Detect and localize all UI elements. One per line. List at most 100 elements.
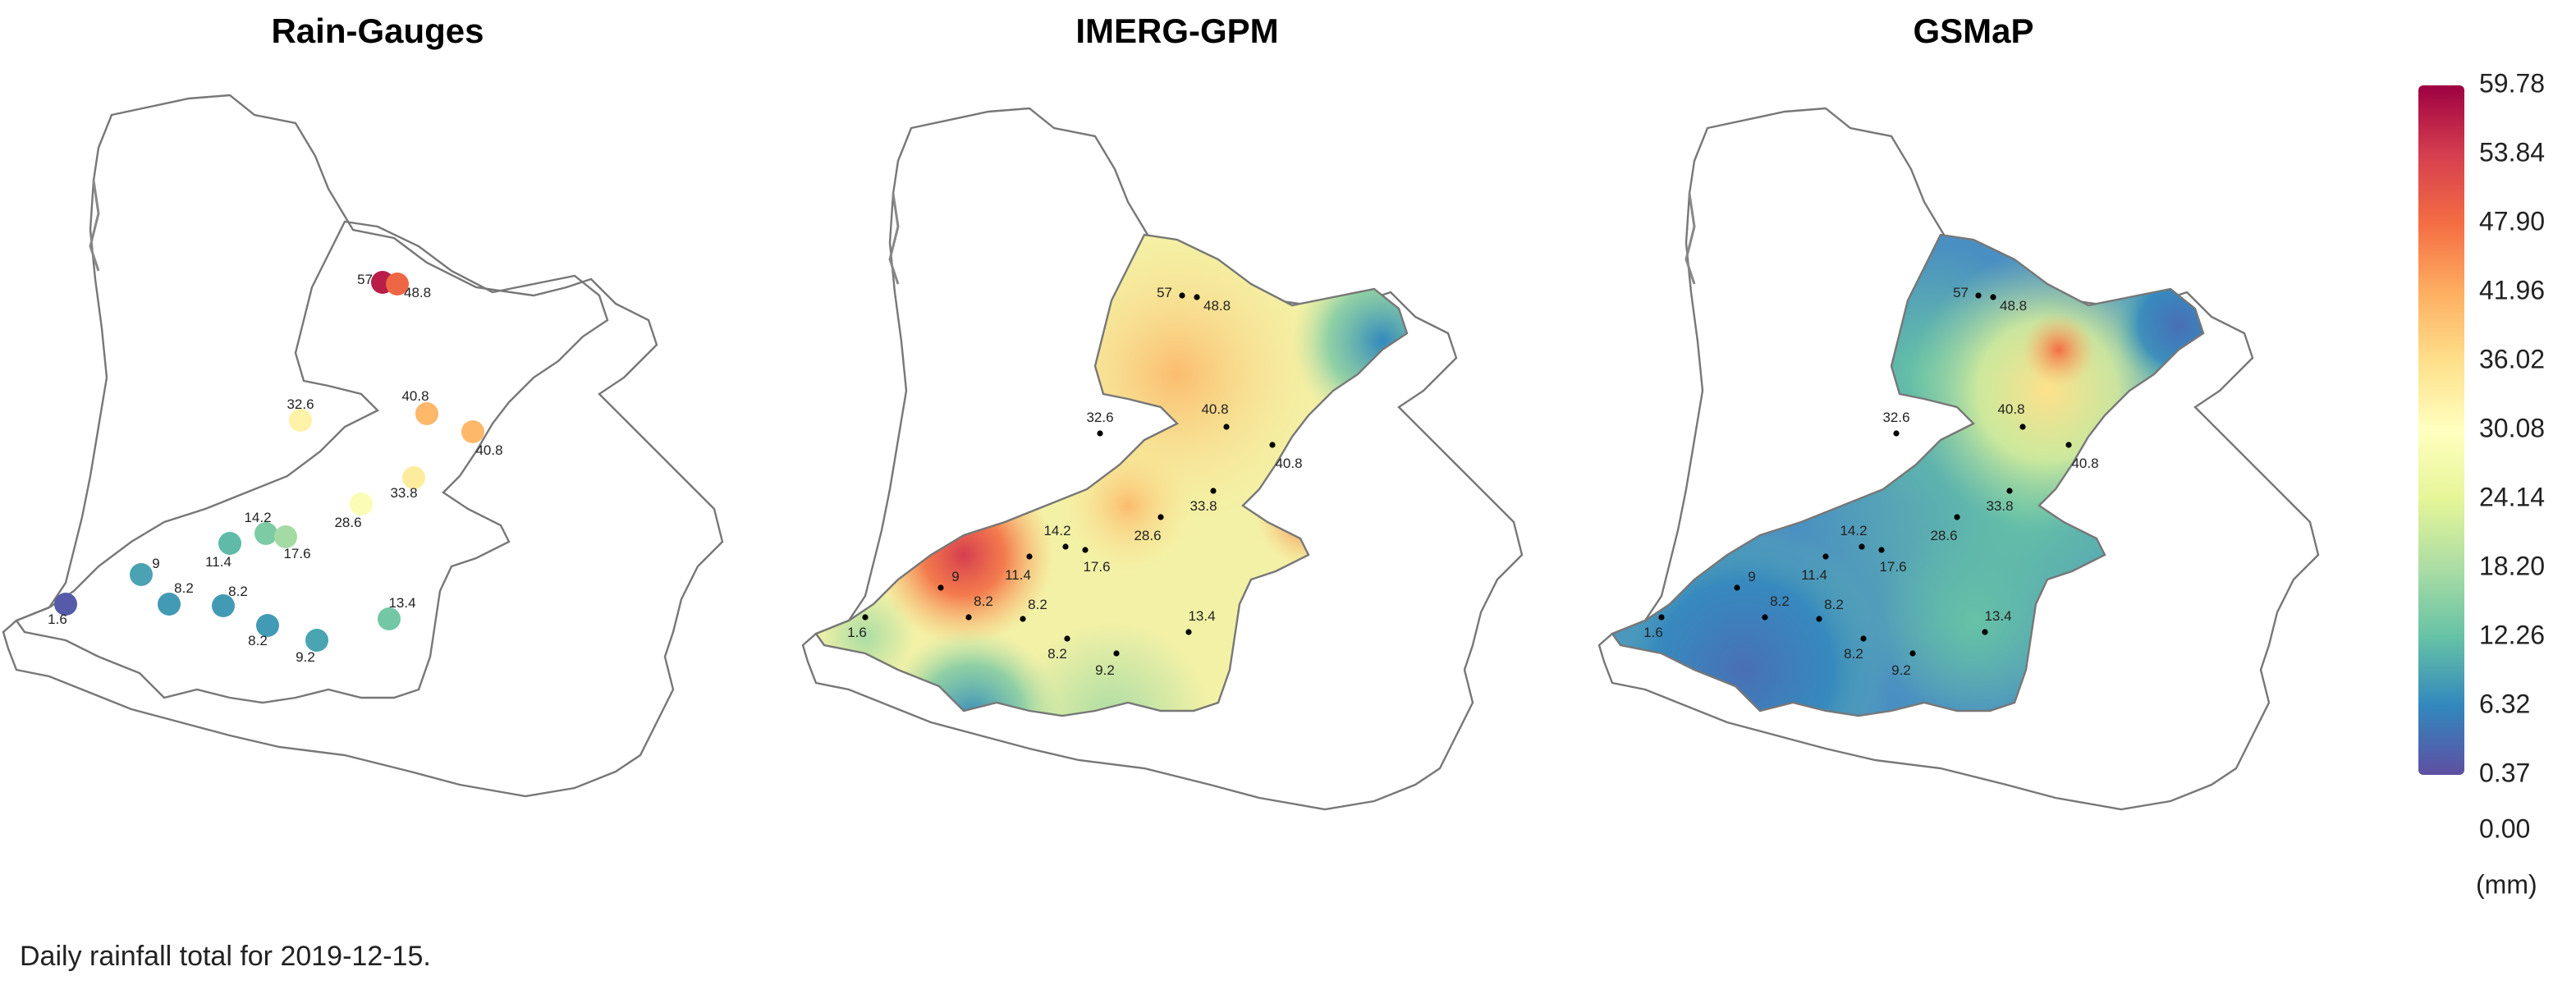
country-outline [2,94,724,798]
raster-field [1256,461,1361,566]
river [89,180,100,272]
colorbar-tick-label: 53.84 [2479,137,2545,167]
river [1684,193,1696,285]
gauge-point [1909,650,1916,657]
gauge-label: 8.2 [1824,597,1844,612]
raster-field [882,629,1062,716]
rainfall-raster [816,235,1407,716]
gauge-point [965,614,972,621]
gauge-label: 14.2 [1840,523,1867,538]
basin-outline [1611,233,2205,717]
colorbar [2418,85,2464,775]
gauge-label: 33.8 [390,485,417,501]
gauge-dot [461,420,484,443]
raster-field [1875,522,2072,716]
gauge-point [1822,553,1829,560]
gauge-dot [54,593,77,616]
gauge-label: 8.2 [228,584,248,599]
gauge-label: 14.2 [244,510,271,525]
gauge-point [1990,294,1996,300]
gauge-label: 8.2 [974,593,993,609]
gauge-label: 48.8 [2000,298,2027,314]
gauge-label: 28.6 [1930,528,1957,543]
gauge-label: 48.8 [1203,298,1231,314]
gauge-point [862,614,869,621]
gauge-point [937,584,944,591]
gauge-label: 40.8 [475,442,502,458]
colorbar-tick-label: 18.20 [2479,551,2545,580]
gauge-dot [386,273,409,296]
gauge-label: 1.6 [847,625,867,640]
raster-field [1013,621,1210,716]
gauge-point [1097,430,1103,437]
gauge-label: 11.4 [1801,567,1827,583]
gauge-dot [305,629,328,652]
gauge-label: 32.6 [286,396,314,412]
map-panel: 5748.832.640.840.833.828.614.217.611.498… [1597,107,2320,811]
gauge-point [2006,488,2013,494]
gauge-label: 57 [1953,285,1969,300]
colorbar-tick-label: 30.08 [2479,413,2545,442]
gauge-label: 40.8 [1201,401,1228,417]
panel-title: IMERG-GPM [1075,11,1278,50]
caption: Daily rainfall total for 2019-12-15. [20,941,431,972]
gauge-label: 33.8 [1986,498,2013,514]
gauge-label: 40.8 [1997,401,2024,417]
gauge-label: 17.6 [283,546,310,561]
gauge-label: 1.6 [1643,625,1663,640]
gauge-point [1982,629,1988,635]
gauge-point [1082,547,1089,553]
gauge-label: 57 [1157,285,1172,300]
gauge-dot [254,522,277,545]
gauge-point [1026,553,1033,560]
map-panel: 5748.832.640.840.833.828.614.217.611.498… [2,94,724,798]
panel-title: Rain-Gauges [271,11,484,50]
gauge-label: 28.6 [334,515,361,530]
map-panel: 5748.832.640.840.833.828.614.217.611.498… [801,107,1524,811]
gauge-dot [130,563,153,586]
gauge-label: 40.8 [401,388,429,404]
gauge-point [1179,292,1185,299]
gauge-label: 17.6 [1083,559,1110,575]
gauge-label: 11.4 [1005,567,1031,583]
gauge-point [1658,614,1665,621]
gauge-point [1762,614,1768,621]
gauge-point [1269,442,1276,448]
gauge-dot [289,409,312,432]
gauge-label: 8.2 [1844,646,1863,662]
gauge-label: 13.4 [1984,608,2011,624]
gauge-point [1210,488,1217,494]
colorbar-tick-label: 0.00 [2479,813,2530,843]
gauge-point [1062,543,1069,550]
colorbar-tick-label: 47.90 [2479,206,2545,236]
gauge-label: 8.2 [248,633,268,648]
colorbar-tick-label: 36.02 [2479,344,2545,373]
gauge-point [1859,543,1865,550]
raster-field [1062,440,1194,571]
gauge-label: 8.2 [1028,597,1047,612]
gauge-label: 9 [1748,569,1755,584]
gauge-point [2019,424,2026,430]
gauge-dot [274,525,297,548]
gauge-point [1064,635,1070,642]
gauge-label: 40.8 [1275,456,1302,471]
gauge-dot [378,607,401,630]
gauge-label: 9.2 [296,649,315,665]
gauge-point [1878,547,1885,553]
basin-outline [15,220,609,704]
raster-field [1612,522,1891,716]
gauge-label: 8.2 [174,580,194,596]
gauge-point [1194,294,1200,300]
gauge-point [2065,442,2072,448]
raster-field [2023,314,2095,386]
gauge-point [1020,616,1026,622]
raster-field [2113,259,2203,391]
rainfall-raster [1612,235,2203,716]
gauge-label: 9.2 [1095,662,1115,678]
gauge-label: 9.2 [1891,662,1911,678]
gauge-dot [218,532,241,555]
colorbar-tick-label: 59.78 [2479,68,2545,98]
gauge-point [1734,584,1740,591]
basin-outline [814,233,1409,717]
